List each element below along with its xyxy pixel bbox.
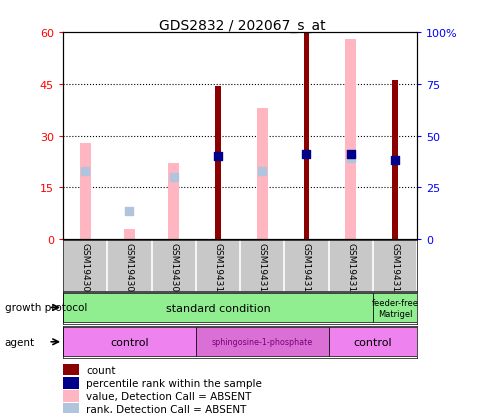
- Text: control: control: [353, 337, 392, 347]
- Text: growth protocol: growth protocol: [5, 302, 87, 312]
- Text: agent: agent: [5, 337, 35, 347]
- Point: [302, 152, 310, 158]
- Bar: [372, 294, 416, 323]
- Text: sphingosine-1-phosphate: sphingosine-1-phosphate: [211, 337, 312, 347]
- Text: GSM194314: GSM194314: [390, 242, 399, 297]
- Bar: [328, 328, 416, 356]
- Point: [258, 168, 266, 175]
- Text: GSM194309: GSM194309: [169, 242, 178, 297]
- Bar: [63, 328, 196, 356]
- Point: [346, 152, 354, 158]
- Bar: [79, 143, 91, 240]
- Text: GSM194311: GSM194311: [257, 242, 266, 297]
- Point: [169, 174, 177, 181]
- Bar: [303, 33, 309, 240]
- Point: [213, 154, 221, 160]
- Point: [346, 156, 354, 162]
- Text: GSM194307: GSM194307: [80, 242, 90, 297]
- Bar: [168, 164, 179, 240]
- Bar: [63, 390, 78, 402]
- Bar: [345, 40, 356, 240]
- Text: percentile rank within the sample: percentile rank within the sample: [86, 378, 262, 388]
- Bar: [256, 109, 267, 240]
- Text: rank, Detection Call = ABSENT: rank, Detection Call = ABSENT: [86, 404, 246, 413]
- Text: feeder-free
Matrigel: feeder-free Matrigel: [371, 299, 418, 318]
- Text: GDS2832 / 202067_s_at: GDS2832 / 202067_s_at: [159, 19, 325, 33]
- Bar: [63, 404, 78, 413]
- Bar: [63, 294, 372, 323]
- Point: [125, 208, 133, 215]
- Text: GSM194312: GSM194312: [302, 242, 310, 297]
- Text: GSM194313: GSM194313: [346, 242, 354, 297]
- Text: count: count: [86, 365, 116, 375]
- Text: standard condition: standard condition: [165, 303, 270, 313]
- Bar: [63, 377, 78, 389]
- Bar: [123, 229, 135, 240]
- Point: [81, 168, 89, 175]
- Bar: [63, 364, 78, 375]
- Text: GSM194308: GSM194308: [125, 242, 134, 297]
- Bar: [214, 86, 220, 240]
- Text: control: control: [110, 337, 149, 347]
- Bar: [391, 81, 397, 240]
- Point: [390, 158, 398, 164]
- Text: GSM194310: GSM194310: [213, 242, 222, 297]
- Bar: [196, 328, 328, 356]
- Text: value, Detection Call = ABSENT: value, Detection Call = ABSENT: [86, 391, 251, 401]
